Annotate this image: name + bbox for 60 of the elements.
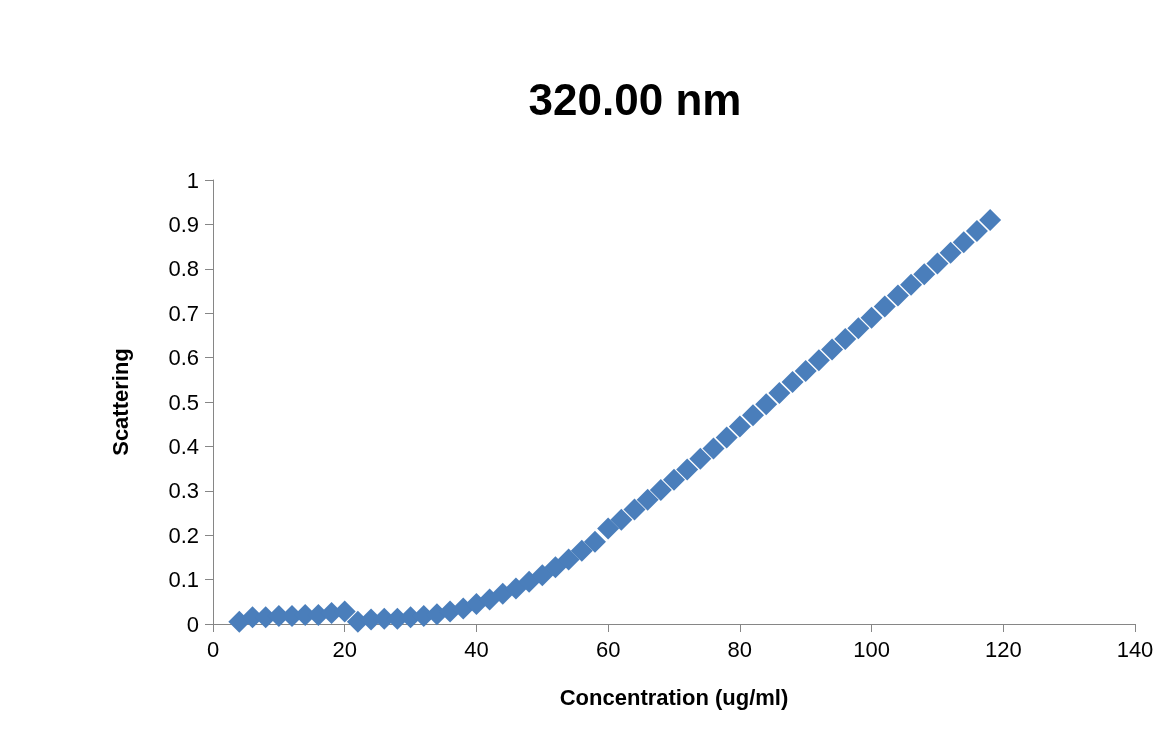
point xyxy=(926,252,949,275)
point xyxy=(847,317,870,340)
point xyxy=(939,241,962,264)
x-tick-label: 40 xyxy=(464,636,489,662)
point xyxy=(518,570,541,593)
point xyxy=(781,371,804,394)
y-tick-label: 0.3 xyxy=(168,478,199,504)
point xyxy=(557,548,580,571)
y-tick-label: 0.9 xyxy=(168,211,199,237)
point xyxy=(491,582,514,605)
y-tick-label: 0.4 xyxy=(168,433,199,459)
point xyxy=(860,306,883,329)
point xyxy=(544,556,567,579)
point xyxy=(742,404,765,427)
point xyxy=(570,539,593,562)
x-tick-label: 80 xyxy=(727,636,753,662)
point xyxy=(689,447,712,470)
point xyxy=(702,437,725,460)
x-tick-label: 140 xyxy=(1116,636,1154,662)
point xyxy=(583,530,606,553)
chart-title: 320.00 nm xyxy=(528,74,742,124)
point xyxy=(504,577,527,600)
point xyxy=(610,508,633,531)
x-axis-title: Concentration (ug/ml) xyxy=(559,684,789,710)
point xyxy=(676,458,699,481)
point xyxy=(900,273,923,296)
point xyxy=(873,295,896,318)
point xyxy=(913,263,936,286)
point xyxy=(623,498,646,521)
point xyxy=(952,231,975,254)
y-tick-label: 0.6 xyxy=(168,345,199,371)
point xyxy=(821,338,844,361)
y-tick-label: 0.1 xyxy=(168,567,199,593)
y-tick-label: 0.5 xyxy=(168,389,199,415)
x-tick-label: 60 xyxy=(595,636,621,662)
y-tick-label: 0.8 xyxy=(168,256,199,282)
y-axis-title: Scattering xyxy=(107,348,133,456)
y-tick-label: 0 xyxy=(186,611,199,637)
point xyxy=(768,382,791,405)
y-tick-label: 1 xyxy=(186,167,199,193)
x-tick-label: 0 xyxy=(206,636,220,662)
x-tick-label: 120 xyxy=(984,636,1022,662)
x-tick-label: 100 xyxy=(853,636,890,662)
point xyxy=(794,359,817,382)
point xyxy=(531,564,554,587)
point xyxy=(965,220,988,243)
point xyxy=(886,284,909,307)
point xyxy=(663,468,685,491)
point xyxy=(979,208,1002,231)
point xyxy=(649,478,672,501)
point xyxy=(715,426,738,449)
point xyxy=(597,517,620,540)
point xyxy=(834,327,857,350)
point xyxy=(755,393,778,416)
point xyxy=(636,488,659,511)
point xyxy=(728,415,751,438)
y-tick-label: 0.7 xyxy=(168,300,199,326)
x-tick-label: 20 xyxy=(332,636,357,662)
point xyxy=(807,349,830,372)
y-tick-label: 0.2 xyxy=(168,522,199,548)
